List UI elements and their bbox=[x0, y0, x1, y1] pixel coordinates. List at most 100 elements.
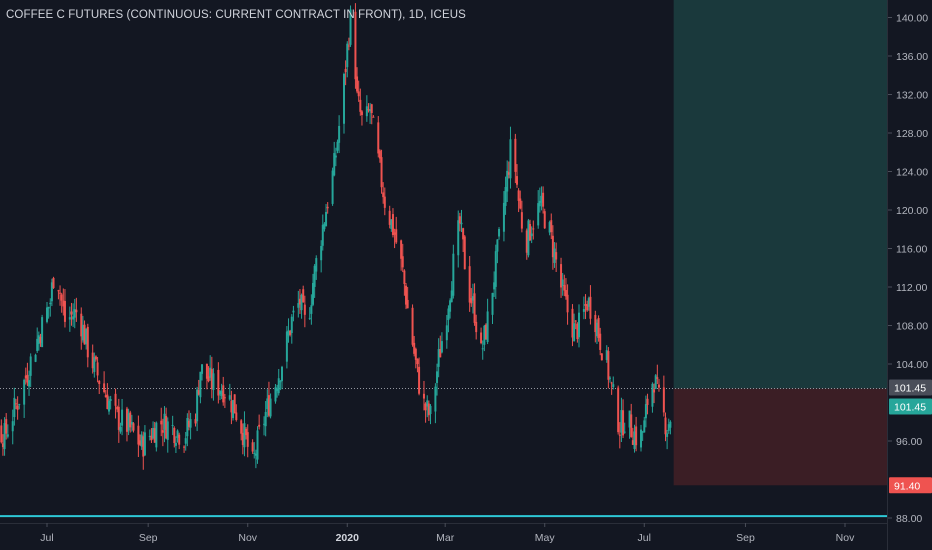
candle-body bbox=[574, 320, 577, 322]
candle-body bbox=[14, 403, 17, 405]
candle-body bbox=[560, 264, 563, 288]
candle-body bbox=[36, 338, 39, 351]
candle-body bbox=[210, 369, 213, 389]
candle-body bbox=[623, 431, 626, 433]
candle-body bbox=[264, 411, 267, 427]
price-tick-label: 132.00 bbox=[896, 90, 928, 102]
price-tick-label: 136.00 bbox=[896, 51, 928, 63]
candle-body bbox=[437, 349, 440, 367]
price-tick-label: 124.00 bbox=[896, 167, 928, 179]
candle-body bbox=[103, 383, 106, 393]
candle-body bbox=[480, 332, 483, 344]
candle-body bbox=[106, 394, 109, 409]
candle-body bbox=[525, 230, 528, 253]
candle-body bbox=[47, 306, 50, 309]
candle-body bbox=[205, 363, 208, 379]
candle-body bbox=[245, 428, 248, 436]
candle-body bbox=[302, 289, 305, 303]
candle-body bbox=[641, 431, 644, 433]
candle-body bbox=[300, 294, 303, 311]
stop-price-badge-label: 91.40 bbox=[894, 480, 920, 492]
candle-body bbox=[34, 354, 37, 362]
candle-body bbox=[450, 290, 453, 303]
time-tick-label: Sep bbox=[139, 532, 158, 544]
candle-body bbox=[93, 357, 96, 372]
candle-body bbox=[11, 421, 14, 432]
candle-body bbox=[414, 348, 417, 360]
price-tick-label: 108.00 bbox=[896, 321, 928, 333]
candle-body bbox=[470, 298, 473, 304]
candle-body bbox=[427, 403, 430, 416]
entry-price-badge: 101.45 bbox=[889, 379, 932, 396]
candle-body bbox=[6, 434, 9, 437]
candle-body bbox=[243, 423, 246, 448]
candle-body bbox=[232, 400, 235, 419]
candle-body bbox=[240, 420, 243, 434]
candle-body bbox=[176, 430, 179, 438]
candle-body bbox=[563, 285, 566, 291]
candle-body bbox=[155, 422, 158, 448]
candle-body bbox=[502, 202, 505, 232]
candle-body bbox=[209, 367, 212, 378]
candle-body bbox=[0, 425, 3, 443]
stop-price-badge: 91.40 bbox=[889, 477, 932, 494]
time-tick-label: 2020 bbox=[336, 532, 360, 544]
candle-body bbox=[383, 196, 386, 208]
candle-body bbox=[449, 300, 452, 312]
candle-body bbox=[542, 192, 545, 207]
time-tick-label: Mar bbox=[436, 532, 455, 544]
candle-body bbox=[343, 73, 346, 124]
candle-body bbox=[194, 419, 197, 424]
candle-body bbox=[610, 382, 613, 384]
candle-body bbox=[207, 376, 210, 382]
candle-body bbox=[269, 398, 272, 417]
candle-body bbox=[561, 279, 564, 287]
candle-body bbox=[241, 432, 244, 445]
price-tick-label: 140.00 bbox=[896, 13, 928, 25]
candle-body bbox=[104, 395, 107, 398]
candle-body bbox=[18, 403, 21, 405]
candle-body bbox=[359, 99, 362, 112]
candle-body bbox=[586, 304, 589, 311]
candle-body bbox=[587, 298, 590, 307]
candle-body bbox=[320, 246, 323, 261]
candle-body bbox=[117, 406, 120, 430]
price-tick-label: 112.00 bbox=[896, 282, 927, 294]
candle-body bbox=[491, 292, 494, 315]
candle-body bbox=[183, 446, 186, 448]
candle-body bbox=[576, 323, 579, 340]
candle-body bbox=[308, 317, 311, 319]
candle-body bbox=[290, 316, 293, 334]
time-axis[interactable]: Jul Sep Nov 2020 Mar May Jul Sep Nov bbox=[40, 523, 855, 544]
candle-body bbox=[344, 68, 347, 73]
candle-body bbox=[228, 395, 231, 400]
price-axis[interactable]: 148.00140.00136.00132.00128.00124.00120.… bbox=[888, 0, 928, 525]
candle-body bbox=[140, 434, 143, 447]
candle-body bbox=[357, 91, 360, 97]
candle-body bbox=[551, 235, 554, 258]
candle-body bbox=[646, 398, 649, 405]
candle-body bbox=[452, 253, 455, 296]
loss-zone bbox=[673, 388, 887, 486]
candle-body bbox=[573, 323, 576, 342]
candle-body bbox=[186, 418, 189, 437]
candle-body bbox=[116, 406, 119, 410]
candle-body bbox=[578, 312, 580, 338]
candle-body bbox=[406, 299, 409, 309]
candle-body bbox=[494, 251, 497, 287]
candle-body bbox=[600, 353, 603, 361]
candle-body bbox=[98, 380, 101, 385]
candle-body bbox=[153, 428, 156, 443]
time-tick-label: Nov bbox=[238, 532, 257, 544]
candle-body bbox=[96, 362, 99, 376]
candle-body bbox=[434, 386, 437, 412]
candle-body bbox=[388, 210, 391, 225]
candle-body bbox=[391, 214, 394, 236]
candle-body bbox=[313, 265, 316, 287]
candle-body bbox=[178, 434, 181, 445]
candle-body bbox=[669, 421, 672, 428]
candle-body bbox=[297, 303, 300, 308]
candle-body bbox=[367, 109, 370, 111]
candle-body bbox=[628, 410, 631, 428]
